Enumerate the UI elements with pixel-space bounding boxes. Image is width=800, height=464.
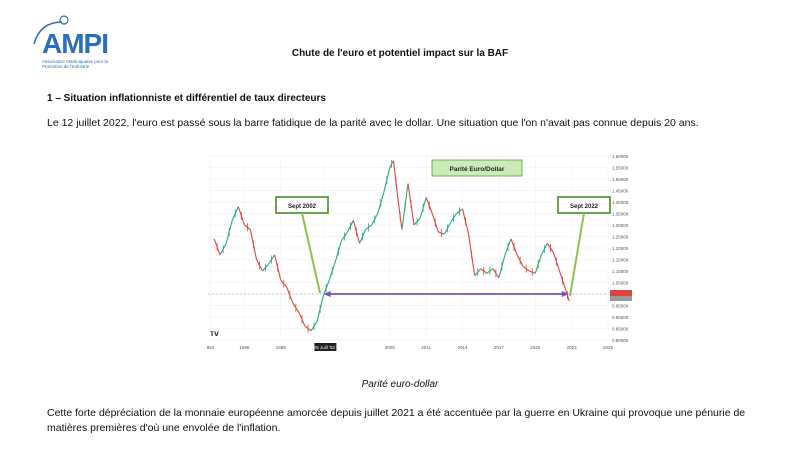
x-tick-label: 2026 [603, 345, 614, 350]
callout-sept-2022-pointer [569, 212, 585, 297]
logo-subtitle: Association Martiniquaise pour la Promot… [42, 59, 109, 69]
y-tick-label: 0.95000 [612, 304, 629, 309]
figure-caption: Parité euro-dollar [361, 379, 439, 390]
x-tick-label: 1996 [239, 345, 250, 350]
chart-svg: 993 1996 1999 25 Juill '02 2008 2011 2014 2017 2… [207, 154, 632, 351]
euro-dollar-chart: 993 1996 1999 25 Juill '02 2008 2011 2014 2017 2… [200, 150, 640, 360]
x-tick-label: 1999 [276, 345, 287, 350]
y-tick-label: 1.55000 [612, 166, 629, 171]
y-tick-label: 1.10000 [612, 269, 629, 274]
ampi-logo: AMPI Association Martiniquaise pour la P… [28, 14, 109, 74]
x-tick-label: 2011 [421, 345, 431, 350]
body-paragraph: Cette forte dépréciation de la monnaie e… [47, 407, 746, 434]
x-tick-label: 2020 [530, 345, 541, 350]
intro-paragraph: Le 12 juillet 2022, l'euro est passé sou… [47, 117, 699, 129]
y-tick-label: 1.50000 [612, 177, 629, 182]
y-tick-label: 1.25000 [612, 235, 629, 240]
x-tick-label: 2014 [458, 345, 469, 350]
y-tick-label: 0.85000 [612, 327, 629, 332]
section-title: 1 – Situation inflationniste et différen… [47, 93, 326, 104]
tradingview-icon: 𝗧𝗩 [210, 332, 219, 338]
x-tick-label: 25 Juill '02 [314, 345, 336, 350]
y-tick-label: 1.30000 [612, 223, 629, 228]
y-tick-label: 1.20000 [612, 246, 629, 251]
callout-sept-2002-pointer [301, 212, 321, 294]
x-tick-highlight [314, 343, 337, 351]
y-tick-label: 1.05000 [612, 281, 629, 286]
y-tick-label: 0.90000 [612, 315, 629, 320]
callout-sept-2022-label: Sept 2022 [570, 204, 599, 210]
x-tick-label: 2017 [494, 345, 505, 350]
x-tick-label: 993 [207, 345, 215, 350]
current-price-subbox [610, 296, 632, 301]
arrow-head-left [323, 291, 331, 297]
y-tick-label: 0.80000 [612, 338, 629, 343]
y-tick-label: 1.45000 [612, 189, 629, 194]
logo-name: AMPI [42, 28, 109, 59]
y-tick-label: 1.40000 [612, 200, 629, 205]
current-price-box [610, 290, 632, 296]
chart-title-box [431, 159, 523, 177]
chart-title: Parité Euro/Dollar [450, 166, 505, 173]
y-tick-label: 1.60000 [612, 154, 629, 159]
y-tick-label: 1.35000 [612, 212, 629, 217]
arrow-head-right [561, 291, 569, 297]
y-tick-label: 1.15000 [612, 258, 629, 263]
x-tick-label: 2008 [385, 345, 396, 350]
x-tick-label: 2023 [567, 345, 578, 350]
logo-swoosh [33, 15, 69, 45]
callout-sept-2002-label: Sept 2002 [288, 204, 317, 210]
document-title: Chute de l'euro et potentiel impact sur … [291, 48, 509, 59]
